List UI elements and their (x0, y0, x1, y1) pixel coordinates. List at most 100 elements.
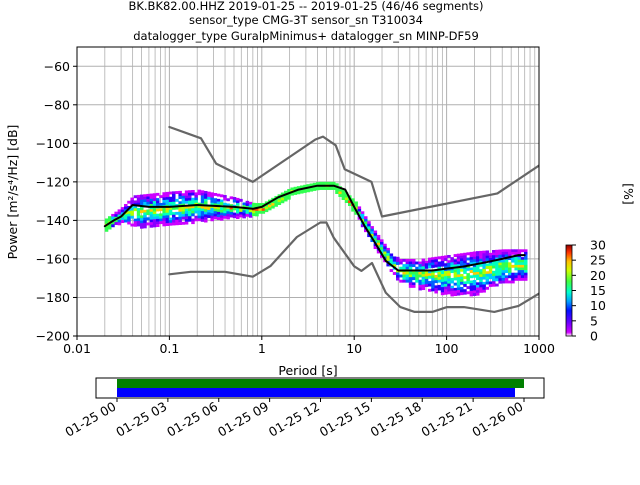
density-cell (111, 224, 115, 228)
density-cell (408, 284, 413, 288)
density-cell (434, 277, 438, 281)
density-cell (504, 267, 509, 271)
density-cell (514, 275, 518, 279)
density-cell (296, 191, 301, 195)
density-cell (213, 193, 218, 196)
density-cell (376, 234, 381, 238)
density-cell (495, 254, 499, 258)
density-cell (236, 200, 240, 204)
density-cell (175, 219, 179, 223)
density-cell (136, 220, 141, 224)
density-cell (469, 254, 474, 258)
density-cell (520, 249, 525, 253)
density-cell (524, 264, 528, 268)
density-cell (498, 267, 502, 271)
density-cell (146, 209, 150, 213)
density-cell (469, 280, 474, 284)
colorbar-tick-label: 10 (590, 298, 606, 313)
density-cell (178, 211, 182, 215)
density-cell (498, 265, 502, 269)
density-cell (383, 248, 387, 252)
density-cell (194, 205, 198, 209)
density-cell (511, 257, 515, 260)
density-cell (258, 210, 262, 214)
colorbar (565, 244, 573, 337)
density-cell (200, 192, 205, 196)
density-cell (220, 199, 224, 203)
density-cell (482, 266, 486, 270)
density-cell (236, 197, 240, 201)
density-cell (191, 208, 195, 212)
density-cell (472, 267, 477, 270)
density-cell (501, 280, 506, 284)
density-cell (488, 258, 493, 261)
density-cell (178, 206, 182, 210)
density-cell (501, 259, 506, 263)
density-cell (434, 274, 438, 278)
density-cell (485, 266, 490, 269)
density-cell (127, 221, 131, 225)
density-cell (191, 218, 195, 222)
density-cell (296, 186, 301, 190)
density-cell (514, 264, 518, 268)
density-cell (392, 256, 397, 260)
density-cell (453, 290, 458, 294)
density-cell (463, 268, 467, 272)
density-cell (463, 255, 467, 259)
density-cell (520, 270, 525, 273)
density-cell (450, 280, 454, 284)
density-cell (216, 206, 221, 210)
density-cell (405, 258, 410, 262)
density-cell (152, 216, 157, 220)
density-cell (504, 275, 509, 279)
density-cell (440, 276, 445, 280)
density-cell (360, 211, 365, 215)
density-cell (469, 267, 474, 271)
density-cell (367, 234, 371, 238)
density-cell (466, 252, 470, 256)
density-cell (226, 198, 230, 202)
density-cell (140, 194, 144, 198)
density-cell (165, 197, 170, 200)
density-cell (130, 213, 134, 217)
density-cell (421, 281, 426, 285)
density-cell (453, 287, 458, 291)
density-cell (277, 194, 282, 198)
density-cell (165, 217, 170, 221)
density-cell (520, 277, 525, 281)
density-cell (472, 287, 477, 291)
density-cell (136, 213, 141, 217)
density-cell (258, 203, 262, 206)
density-cell (172, 214, 176, 218)
density-cell (210, 197, 214, 201)
density-cell (456, 269, 461, 273)
density-cell (476, 274, 480, 278)
density-cell (511, 280, 515, 284)
density-cell (428, 265, 432, 269)
density-cell (328, 181, 333, 185)
density-cell (159, 215, 163, 219)
density-cell (184, 206, 189, 209)
density-cell (293, 186, 298, 190)
density-cell (392, 272, 397, 275)
x-axis-label: Period [s] (278, 363, 337, 378)
x-tick-label: 10 (346, 341, 362, 356)
density-cell (399, 279, 403, 283)
density-cell (162, 202, 166, 206)
density-cell (191, 200, 195, 204)
density-cell (456, 284, 461, 288)
timeline-tick-label: 01-25 00 (62, 399, 118, 440)
density-cell (415, 266, 419, 270)
density-cell (108, 223, 112, 227)
density-cell (514, 267, 518, 271)
density-cell (194, 194, 198, 198)
density-cell (488, 281, 493, 285)
density-cell (412, 261, 416, 265)
density-cell (460, 268, 464, 272)
density-cell (495, 252, 499, 256)
density-cell (140, 215, 144, 219)
density-cell (175, 211, 179, 215)
density-cell (434, 264, 438, 268)
density-cell (255, 210, 259, 214)
density-cell (194, 210, 198, 214)
